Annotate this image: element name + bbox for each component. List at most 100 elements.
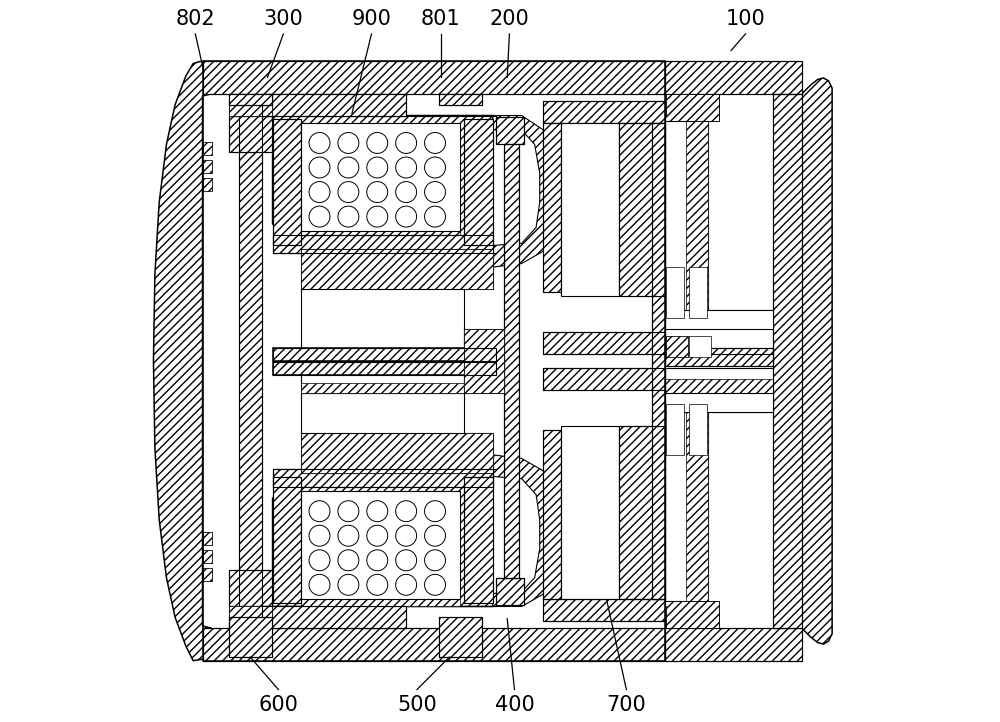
Bar <box>229 116 272 152</box>
Circle shape <box>396 133 417 154</box>
Bar <box>301 491 460 498</box>
Bar <box>666 404 684 455</box>
Bar <box>203 568 212 581</box>
Bar <box>686 121 708 310</box>
Polygon shape <box>802 78 832 644</box>
Circle shape <box>338 206 359 227</box>
Bar <box>464 329 504 393</box>
Bar <box>203 532 212 545</box>
Bar <box>203 178 212 191</box>
Circle shape <box>338 133 359 154</box>
Circle shape <box>425 575 445 595</box>
Bar <box>273 469 493 487</box>
Bar <box>665 121 708 310</box>
Circle shape <box>396 550 417 570</box>
Bar <box>619 426 665 599</box>
Bar <box>301 491 460 599</box>
Bar <box>262 606 406 628</box>
Bar <box>203 61 665 94</box>
Bar <box>543 430 561 599</box>
Bar <box>665 310 773 329</box>
Bar <box>543 368 665 390</box>
Bar <box>504 144 519 578</box>
Bar <box>665 393 773 412</box>
Bar <box>203 628 665 661</box>
Bar <box>439 617 482 657</box>
Bar <box>543 599 665 621</box>
Bar <box>464 119 493 245</box>
Circle shape <box>367 575 388 595</box>
Bar <box>229 94 272 105</box>
Bar <box>203 568 212 581</box>
Circle shape <box>367 133 388 154</box>
Bar <box>464 477 493 603</box>
Bar <box>273 362 496 375</box>
Bar <box>203 160 212 173</box>
Bar <box>496 578 524 605</box>
Bar <box>619 426 665 599</box>
Circle shape <box>396 575 417 595</box>
Bar <box>273 469 493 487</box>
Circle shape <box>338 501 359 521</box>
Bar <box>543 599 665 621</box>
Circle shape <box>309 550 330 570</box>
Bar <box>262 94 406 116</box>
Polygon shape <box>153 61 211 661</box>
Bar <box>652 123 665 599</box>
Bar <box>439 617 482 657</box>
Bar <box>301 231 460 238</box>
Bar <box>665 606 666 628</box>
Circle shape <box>396 157 417 178</box>
Bar <box>666 336 688 357</box>
Bar <box>273 477 301 603</box>
Bar <box>464 477 493 603</box>
Bar <box>496 117 524 144</box>
Text: 802: 802 <box>176 9 215 29</box>
Bar <box>301 357 464 368</box>
Circle shape <box>396 206 417 227</box>
Text: 400: 400 <box>495 695 534 715</box>
Text: 700: 700 <box>606 695 646 715</box>
Bar <box>301 599 460 606</box>
Circle shape <box>396 526 417 546</box>
Bar <box>773 94 802 628</box>
Bar <box>619 123 665 296</box>
Circle shape <box>309 575 330 595</box>
Circle shape <box>338 575 359 595</box>
Text: 500: 500 <box>397 695 437 715</box>
Bar <box>665 404 708 601</box>
Bar <box>203 142 212 155</box>
Bar <box>665 628 802 661</box>
Bar <box>453 123 460 231</box>
Circle shape <box>367 157 388 178</box>
Text: 801: 801 <box>421 9 461 29</box>
Bar <box>301 249 493 289</box>
Bar <box>665 61 802 94</box>
Bar <box>203 160 212 173</box>
Bar <box>689 404 707 455</box>
Bar <box>543 332 665 354</box>
Bar <box>301 491 309 599</box>
Bar <box>464 119 493 245</box>
Bar <box>229 617 272 657</box>
Circle shape <box>425 206 445 227</box>
Bar <box>504 144 519 578</box>
Polygon shape <box>493 455 554 606</box>
Circle shape <box>338 550 359 570</box>
Bar <box>543 332 665 354</box>
Bar <box>301 249 493 289</box>
Bar <box>665 601 719 628</box>
Bar <box>203 142 212 155</box>
Bar <box>665 310 773 329</box>
Circle shape <box>309 133 330 154</box>
Circle shape <box>425 550 445 570</box>
Bar <box>689 267 707 318</box>
Text: 300: 300 <box>264 9 303 29</box>
Bar <box>203 628 665 661</box>
Circle shape <box>367 206 388 227</box>
Circle shape <box>367 181 388 203</box>
Circle shape <box>338 181 359 203</box>
Bar <box>229 94 272 116</box>
Bar <box>665 61 802 94</box>
Circle shape <box>309 206 330 227</box>
